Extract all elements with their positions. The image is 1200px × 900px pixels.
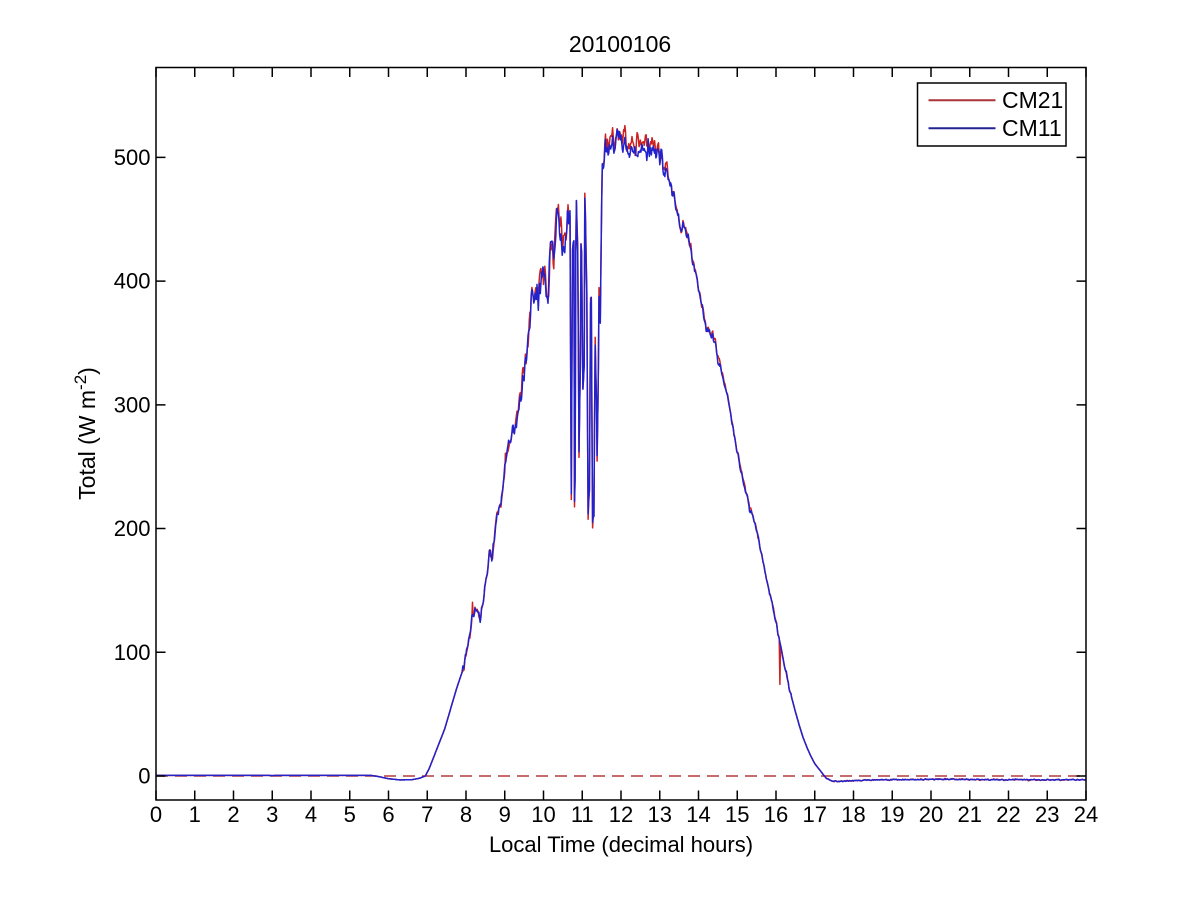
- svg-text:CM21: CM21: [1002, 87, 1063, 113]
- svg-text:15: 15: [725, 802, 749, 827]
- svg-text:11: 11: [571, 802, 594, 827]
- svg-text:1: 1: [189, 802, 201, 827]
- svg-text:17: 17: [803, 802, 827, 827]
- svg-text:500: 500: [114, 145, 151, 170]
- svg-text:13: 13: [648, 802, 672, 827]
- svg-text:12: 12: [609, 802, 633, 827]
- svg-text:21: 21: [958, 802, 982, 827]
- svg-text:6: 6: [382, 802, 394, 827]
- svg-text:7: 7: [421, 802, 433, 827]
- svg-text:22: 22: [996, 802, 1020, 827]
- svg-text:CM11: CM11: [1002, 115, 1062, 141]
- svg-text:9: 9: [499, 802, 511, 827]
- svg-text:18: 18: [841, 802, 865, 827]
- svg-text:4: 4: [305, 802, 317, 827]
- svg-text:Local Time (decimal hours): Local Time (decimal hours): [489, 832, 753, 857]
- svg-text:19: 19: [880, 802, 904, 827]
- svg-text:20100106: 20100106: [569, 31, 671, 57]
- svg-text:16: 16: [764, 802, 788, 827]
- svg-text:300: 300: [114, 392, 151, 417]
- svg-text:8: 8: [460, 802, 472, 827]
- svg-text:0: 0: [150, 802, 162, 827]
- svg-text:400: 400: [114, 269, 151, 294]
- svg-text:100: 100: [114, 640, 151, 665]
- svg-text:0: 0: [138, 764, 150, 789]
- svg-text:10: 10: [531, 802, 555, 827]
- svg-text:200: 200: [114, 516, 151, 541]
- svg-text:23: 23: [1035, 802, 1059, 827]
- svg-text:5: 5: [344, 802, 356, 827]
- svg-text:24: 24: [1074, 802, 1098, 827]
- svg-text:3: 3: [266, 802, 278, 827]
- svg-text:14: 14: [686, 802, 710, 827]
- svg-text:2: 2: [227, 802, 239, 827]
- svg-text:20: 20: [919, 802, 943, 827]
